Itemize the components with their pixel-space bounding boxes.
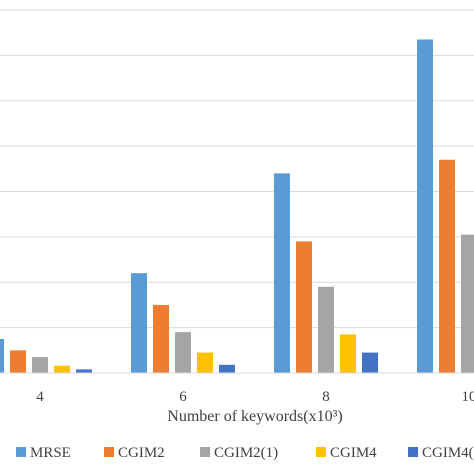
gridlines xyxy=(0,9,474,329)
bar-cgim4-8 xyxy=(340,334,356,373)
bars xyxy=(0,39,474,374)
legend-swatch-cgim2 xyxy=(104,447,114,457)
bar-cgim2-6 xyxy=(153,304,169,373)
legend-label-mrse: MRSE xyxy=(30,445,71,461)
legend-swatch-cgim4-1 xyxy=(408,447,418,457)
legend-swatch-cgim2-1 xyxy=(200,447,210,457)
bar-mrse-8 xyxy=(274,173,290,373)
bar-mrse-10 xyxy=(417,39,433,374)
bar-cgim4-4 xyxy=(54,365,70,373)
x-tick-label: 10 xyxy=(462,389,474,405)
bar-cgim2-1-4 xyxy=(32,357,48,373)
x-tick-label: 4 xyxy=(36,389,44,405)
bar-cgim4-1-4 xyxy=(76,369,92,373)
bar-cgim2-1-8 xyxy=(318,286,334,373)
bar-cgim2-10 xyxy=(439,159,455,373)
legend-label-cgim4-1: CGIM4(1) xyxy=(422,445,474,461)
x-tick-label: 6 xyxy=(179,389,187,405)
bar-cgim2-1-10 xyxy=(461,234,474,373)
x-tick-labels: 246810 xyxy=(36,389,474,405)
legend-label-cgim2-1: CGIM2(1) xyxy=(214,445,278,461)
legend-label-cgim4: CGIM4 xyxy=(330,445,377,461)
legend-swatch-mrse xyxy=(16,447,26,457)
bar-cgim4-6 xyxy=(197,352,213,373)
bar-cgim2-1-6 xyxy=(175,332,191,373)
legend-swatch-cgim4 xyxy=(316,447,326,457)
bar-cgim4-1-6 xyxy=(219,364,235,373)
x-axis-title: Number of keywords(x10³) xyxy=(167,408,342,425)
bar-cgim2-8 xyxy=(296,241,312,373)
bar-mrse-4 xyxy=(0,338,4,373)
legend-label-cgim2: CGIM2 xyxy=(118,445,165,461)
bar-mrse-6 xyxy=(131,273,147,373)
x-tick-label: 8 xyxy=(322,389,330,405)
bar-cgim4-1-8 xyxy=(362,352,378,373)
legend: MRSE CGIM2 CGIM2(1) CGIM4 CGIM4(1) xyxy=(16,445,474,461)
bar-cgim2-4 xyxy=(10,350,26,373)
